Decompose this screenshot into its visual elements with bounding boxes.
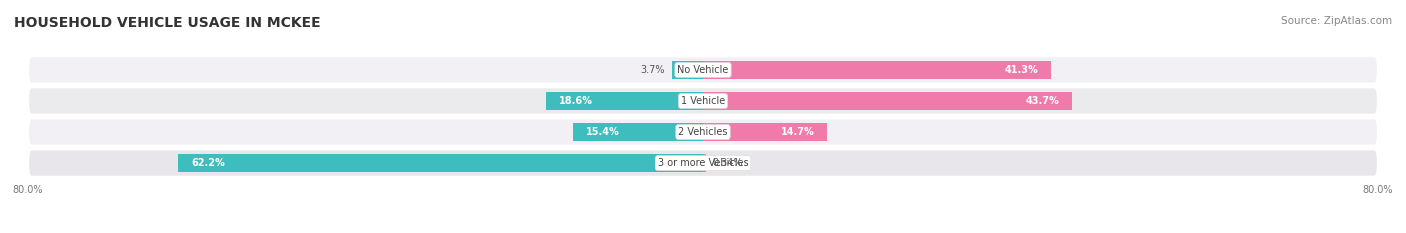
Text: No Vehicle: No Vehicle xyxy=(678,65,728,75)
Bar xyxy=(546,92,703,110)
Text: 15.4%: 15.4% xyxy=(586,127,620,137)
Bar xyxy=(703,154,706,172)
Text: 18.6%: 18.6% xyxy=(558,96,592,106)
Text: 2 Vehicles: 2 Vehicles xyxy=(678,127,728,137)
Text: 62.2%: 62.2% xyxy=(191,158,225,168)
FancyBboxPatch shape xyxy=(28,87,1378,115)
Text: 41.3%: 41.3% xyxy=(1005,65,1039,75)
Text: 3 or more Vehicles: 3 or more Vehicles xyxy=(658,158,748,168)
Text: 3.7%: 3.7% xyxy=(641,65,665,75)
Bar xyxy=(574,123,703,141)
FancyBboxPatch shape xyxy=(28,118,1378,146)
Text: 14.7%: 14.7% xyxy=(780,127,814,137)
Bar xyxy=(703,123,827,141)
Bar xyxy=(672,61,703,79)
Text: 0.34%: 0.34% xyxy=(713,158,744,168)
Bar xyxy=(703,92,1071,110)
Bar xyxy=(179,154,703,172)
Bar xyxy=(703,61,1052,79)
Text: 1 Vehicle: 1 Vehicle xyxy=(681,96,725,106)
FancyBboxPatch shape xyxy=(28,149,1378,177)
Text: HOUSEHOLD VEHICLE USAGE IN MCKEE: HOUSEHOLD VEHICLE USAGE IN MCKEE xyxy=(14,16,321,30)
Text: Source: ZipAtlas.com: Source: ZipAtlas.com xyxy=(1281,16,1392,26)
FancyBboxPatch shape xyxy=(28,56,1378,84)
Text: 43.7%: 43.7% xyxy=(1025,96,1059,106)
